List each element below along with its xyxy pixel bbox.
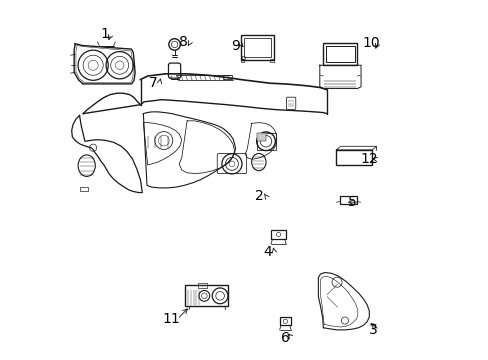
Bar — [241, 59, 244, 62]
Bar — [80, 187, 88, 192]
Bar — [270, 59, 273, 62]
Bar — [185, 285, 227, 306]
Text: 2: 2 — [255, 189, 264, 203]
Text: 4: 4 — [263, 245, 272, 259]
Text: 12: 12 — [360, 152, 377, 166]
Bar — [339, 197, 356, 204]
Text: 10: 10 — [362, 36, 380, 50]
Text: 8: 8 — [179, 35, 187, 49]
Bar — [323, 43, 357, 65]
Text: 7: 7 — [148, 76, 157, 90]
Bar — [279, 318, 290, 325]
Bar — [271, 230, 285, 239]
Bar — [223, 75, 231, 79]
Text: 1: 1 — [100, 27, 109, 41]
Text: 11: 11 — [162, 312, 180, 326]
Bar — [241, 36, 273, 60]
Bar — [198, 283, 206, 288]
Text: 9: 9 — [231, 39, 240, 53]
Text: 5: 5 — [348, 195, 356, 209]
Bar — [336, 150, 371, 165]
Bar — [257, 134, 265, 140]
Text: 3: 3 — [368, 323, 376, 337]
Bar — [257, 134, 275, 149]
Bar — [325, 46, 354, 62]
Text: 6: 6 — [281, 331, 289, 345]
Bar — [244, 38, 270, 57]
